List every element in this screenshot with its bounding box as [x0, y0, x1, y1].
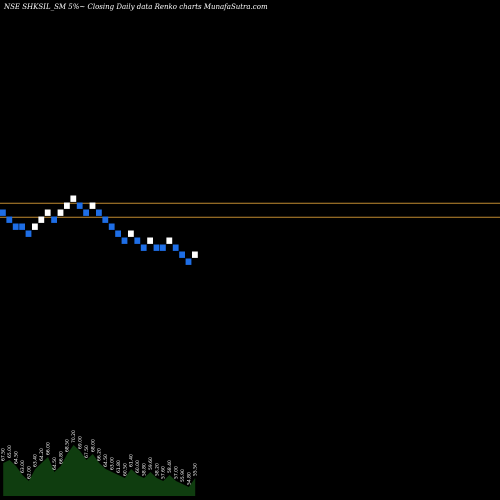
renko-brick-up [32, 223, 38, 230]
volume-area [3, 445, 196, 496]
renko-brick-down [179, 251, 185, 258]
volume-label: 64.50 [52, 457, 58, 470]
volume-label: 60.00 [135, 460, 141, 473]
renko-brick-down [108, 223, 115, 230]
volume-label: 68.00 [90, 439, 96, 452]
volume-label: 64.50 [14, 451, 20, 464]
renko-brick-up [128, 230, 134, 237]
renko-brick-down [51, 216, 57, 223]
renko-brick-down [160, 244, 166, 251]
volume-label: 60.50 [122, 463, 128, 476]
volume-label: 58.40 [167, 460, 173, 473]
renko-brick-down [172, 244, 179, 251]
renko-brick-up [147, 237, 153, 244]
volume-label: 65.00 [7, 445, 13, 458]
volume-label: 58.20 [154, 463, 160, 476]
renko-brick-up [89, 202, 96, 209]
volume-label: 66.80 [58, 451, 64, 464]
volume-label: 63.00 [20, 460, 26, 473]
volume-label: 67.50 [84, 445, 90, 458]
volume-label: 57.00 [174, 466, 180, 479]
renko-brick-down [185, 258, 192, 265]
volume-label: 63.40 [33, 454, 39, 467]
renko-brick-up [57, 209, 64, 216]
renko-brick-down [153, 244, 160, 251]
volume-label: 69.00 [78, 436, 84, 449]
renko-brick-down [76, 202, 83, 209]
renko-brick-down [121, 237, 128, 244]
volume-label: 55.90 [180, 469, 186, 482]
renko-brick-down [19, 223, 25, 230]
renko-bricks [0, 195, 198, 265]
renko-brick-down [115, 230, 121, 237]
renko-brick-up [64, 202, 70, 209]
renko-brick-down [83, 209, 89, 216]
renko-brick-down [102, 216, 109, 223]
reference-lines [0, 202, 500, 218]
renko-brick-up [38, 216, 45, 223]
renko-brick-down [140, 244, 147, 251]
volume-label: 57.60 [161, 466, 167, 479]
volume-label: 61.40 [129, 454, 135, 467]
volume-label: 70.20 [71, 430, 77, 443]
volume-label: 58.80 [142, 463, 148, 476]
volume-label: 61.80 [116, 460, 122, 473]
volume-label: 64.50 [103, 454, 109, 467]
renko-brick-up [192, 251, 198, 258]
renko-brick-up [44, 209, 51, 216]
renko-brick-down [25, 230, 32, 237]
renko-brick-down [134, 237, 141, 244]
renko-brick-up [166, 237, 173, 244]
volume-label: 66.00 [46, 442, 52, 455]
renko-brick-down [0, 209, 6, 216]
renko-brick-down [6, 216, 13, 223]
chart-title: NSE SHKSIL_SM 5%~ Closing Daily data Ren… [3, 3, 268, 11]
volume-label: 67.50 [1, 448, 7, 461]
volume-label: 64.20 [39, 448, 45, 461]
volume-label: 68.50 [65, 439, 71, 452]
volume-label: 55.50 [193, 463, 199, 476]
volume-label: 54.80 [186, 472, 192, 485]
volume-label: 63.00 [110, 457, 116, 470]
volume-label: 66.20 [97, 448, 103, 461]
volume-label: 62.00 [26, 466, 32, 479]
renko-brick-down [96, 209, 102, 216]
renko-brick-up [70, 195, 77, 202]
volume-label: 59.60 [148, 457, 154, 470]
renko-brick-down [12, 223, 19, 230]
